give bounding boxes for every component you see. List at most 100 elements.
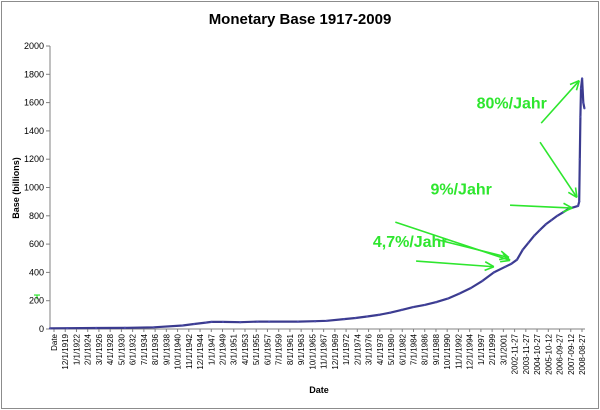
series-point bbox=[342, 317, 346, 321]
x-tick-label: 3/1/2001 bbox=[499, 333, 508, 365]
y-tick-label: 800 bbox=[29, 211, 44, 221]
series-point bbox=[510, 262, 513, 266]
x-tick-label: 2003-11-27 bbox=[522, 333, 531, 374]
series-point bbox=[583, 107, 586, 110]
y-tick-label: 0 bbox=[39, 324, 44, 334]
series-group bbox=[48, 77, 586, 330]
series-point bbox=[578, 158, 581, 161]
x-tick-label: 5/1/1955 bbox=[252, 333, 261, 365]
series-point bbox=[412, 305, 415, 309]
x-tick-label: 5/1/1930 bbox=[117, 333, 126, 365]
series-point bbox=[296, 320, 299, 323]
x-tick-label: 10/1/1940 bbox=[174, 333, 183, 369]
series-point bbox=[582, 101, 585, 104]
series-point bbox=[267, 320, 271, 323]
series-point bbox=[504, 265, 507, 268]
series-point bbox=[576, 204, 580, 207]
x-tick-label: 10/1/1965 bbox=[308, 333, 317, 369]
series-point bbox=[550, 218, 553, 222]
y-tick-label: 2000 bbox=[24, 41, 44, 51]
x-tick-label: 2007-09-12 bbox=[567, 333, 576, 374]
y-tick-label: 200 bbox=[29, 296, 44, 306]
x-axis-label: Date bbox=[309, 385, 329, 395]
x-tick-label: 8/1/1936 bbox=[151, 333, 160, 365]
x-tick-label: 1/1/1997 bbox=[477, 333, 486, 365]
x-tick-label: 9/1/1988 bbox=[432, 333, 441, 365]
x-tick-label: 11/1/1942 bbox=[185, 333, 194, 369]
series-point bbox=[221, 320, 225, 324]
x-tick-label: 2002-11-27 bbox=[511, 333, 520, 374]
annotation-label: 4,7%/Jahr bbox=[373, 234, 448, 251]
series-point bbox=[458, 292, 461, 295]
annotation-arrow bbox=[540, 79, 581, 124]
annotation-arrows bbox=[395, 79, 581, 272]
x-tick-label: 3/1/1951 bbox=[230, 333, 239, 365]
series-point bbox=[48, 327, 52, 330]
x-tick-label: 2/1/1999 bbox=[488, 333, 497, 365]
x-tick-label: 1/1/1972 bbox=[342, 333, 351, 365]
x-tick-label: 7/1/1934 bbox=[140, 333, 149, 365]
series-point bbox=[446, 297, 449, 300]
series-point bbox=[181, 324, 184, 327]
series-point bbox=[556, 214, 559, 217]
x-tick-label: 2/1/1974 bbox=[353, 333, 362, 365]
x-tick-label: 4/1/1928 bbox=[106, 333, 115, 365]
x-tick-label: 2006-09-27 bbox=[556, 333, 565, 374]
y-tick-label: 1200 bbox=[24, 154, 44, 164]
y-axis-label: Base (billions) bbox=[11, 157, 21, 219]
x-tick-label: 1/1/1947 bbox=[207, 333, 216, 365]
annotation-arrow bbox=[510, 202, 573, 213]
x-tick-label: 7/1/1984 bbox=[409, 333, 418, 365]
series-point bbox=[354, 316, 357, 320]
x-tick-label: 9/1/1963 bbox=[297, 333, 306, 365]
x-tick-label: 9/1/1938 bbox=[162, 333, 171, 365]
series-point bbox=[377, 313, 380, 316]
y-tick-label: 1400 bbox=[24, 126, 44, 136]
x-tick-label: 10/1/1990 bbox=[443, 333, 452, 369]
series-line bbox=[49, 77, 586, 330]
series-point bbox=[400, 308, 403, 311]
series-point bbox=[204, 321, 207, 324]
annotation-label: 9%/Jahr bbox=[430, 182, 491, 199]
annotation-arrow bbox=[539, 141, 578, 199]
x-tick-label: 3/1/1926 bbox=[95, 333, 104, 365]
series-point bbox=[389, 311, 392, 314]
x-tick-label: 2004-10-27 bbox=[533, 333, 542, 374]
series-point bbox=[579, 115, 582, 118]
axes bbox=[34, 46, 585, 330]
series-point bbox=[95, 326, 98, 330]
x-tick-label: 6/1/1982 bbox=[398, 333, 407, 365]
series-point bbox=[256, 320, 259, 323]
x-tick-label: 8/1/1986 bbox=[421, 333, 430, 365]
series-point bbox=[325, 319, 328, 322]
series-point bbox=[578, 200, 581, 203]
x-tick-label: 2008-08-27 bbox=[578, 333, 587, 374]
series-point bbox=[533, 234, 536, 237]
series-point bbox=[193, 322, 196, 326]
y-tick-label: 1800 bbox=[24, 69, 44, 79]
y-tick-label: 1600 bbox=[24, 98, 44, 108]
series-point bbox=[521, 248, 524, 251]
x-tick-label: 3/1/1976 bbox=[365, 333, 374, 365]
x-tick-label: 6/1/1957 bbox=[263, 333, 272, 365]
x-tick-label: 12/1/1944 bbox=[196, 333, 205, 369]
x-tick-label: 11/1/1967 bbox=[320, 333, 329, 369]
x-tick-label: 6/1/1932 bbox=[129, 333, 138, 365]
x-tick-label: 4/1/1978 bbox=[376, 333, 385, 365]
x-tick-label: 12/1/1969 bbox=[331, 333, 340, 369]
series-point bbox=[515, 258, 519, 261]
annotation-arrow bbox=[395, 221, 511, 263]
series-point bbox=[365, 315, 369, 318]
annotation-label: 80%/Jahr bbox=[477, 95, 547, 112]
series-point bbox=[314, 320, 317, 323]
series-point bbox=[435, 301, 438, 304]
y-tick-label: 1000 bbox=[24, 183, 44, 193]
y-ticks: 0 200 400 600 800 1000 1200 1400 1600 1800 2000 bbox=[24, 41, 50, 334]
series-point bbox=[469, 286, 472, 290]
x-tick-label: 2005-10-12 bbox=[544, 333, 553, 374]
x-tick-label: 8/1/1961 bbox=[286, 333, 295, 365]
x-tick-label: 12/1/1919 bbox=[61, 333, 70, 369]
x-tick-label: 5/1/1980 bbox=[387, 333, 396, 365]
